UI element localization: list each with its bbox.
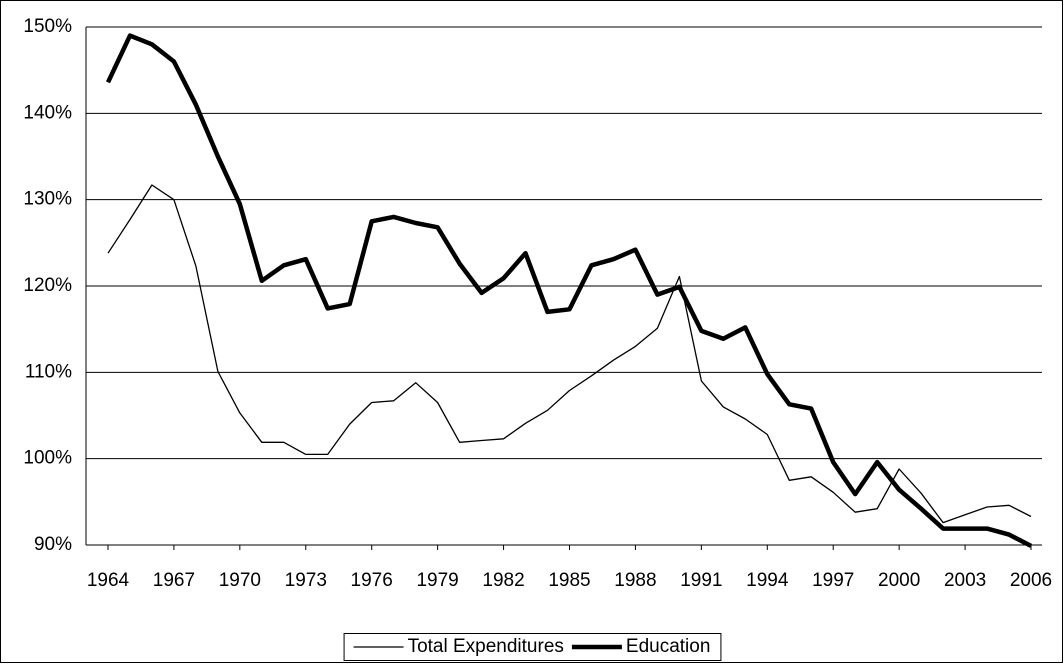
y-tick-label: 110% [25,361,72,382]
x-tick-label: 1988 [614,570,656,591]
x-tick-label: 2000 [878,570,920,591]
x-tick-label: 1970 [219,570,261,591]
y-tick-label: 120% [23,275,72,296]
x-tick-label: 1967 [153,570,195,591]
x-tick-label: 1982 [482,570,524,591]
legend-label: Total Expenditures [408,636,564,657]
y-tick-label: 150% [23,16,72,37]
x-tick-label: 1964 [87,570,130,591]
series-line [107,184,1032,524]
y-tick-label: 130% [23,189,72,210]
x-tick-label: 1991 [680,570,722,591]
legend: Total Expenditures Education [343,633,722,661]
x-tick-label: 1985 [548,570,590,591]
legend-label: Education [626,636,711,657]
y-tick-label: 100% [23,448,72,469]
y-tick-label: 140% [23,102,72,123]
x-tick-label: 2003 [944,570,986,591]
y-tick-label: 90% [34,534,72,555]
x-tick-label: 2006 [1010,570,1052,591]
x-tick-label: 1976 [351,570,393,591]
x-tick-label: 1997 [812,570,854,591]
x-tick-label: 1973 [285,570,327,591]
legend-box [343,633,722,661]
series-line [105,33,1033,548]
x-tick-label: 1979 [416,570,458,591]
x-tick-label: 1994 [746,570,789,591]
